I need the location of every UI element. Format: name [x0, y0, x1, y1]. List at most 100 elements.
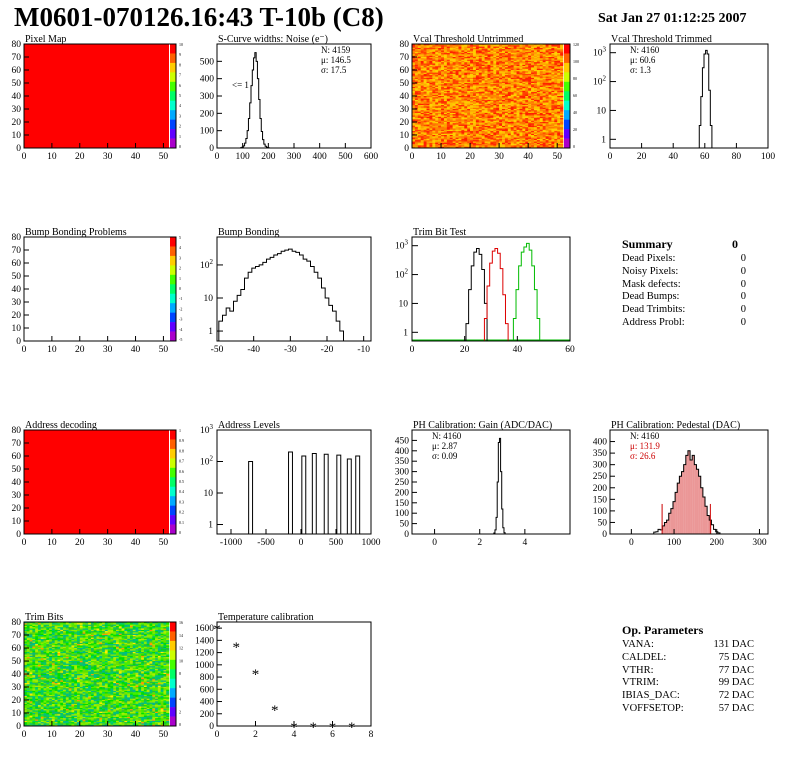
heatmap-cell: [539, 94, 543, 97]
heatmap-cell: [438, 68, 442, 71]
heatmap-cell: [472, 131, 477, 133]
heatmap-cell: [467, 110, 471, 112]
heatmap-cell: [513, 118, 517, 120]
heatmap-cell: [470, 92, 474, 94]
heatmap-cell: [472, 119, 477, 121]
heatmap-cell: [539, 47, 543, 50]
heatmap-cell: [113, 625, 117, 628]
heatmap-cell: [539, 58, 543, 60]
heatmap-cell: [504, 96, 509, 98]
heatmap-cell: [438, 71, 442, 73]
heatmap-cell: [461, 122, 465, 124]
heatmap-cell: [484, 109, 488, 111]
heatmap-cell: [516, 83, 520, 85]
heatmap-cell: [533, 84, 538, 86]
heatmap-cell: [496, 79, 500, 81]
heatmap-cell: [525, 57, 529, 59]
heatmap-cell: [458, 133, 462, 136]
heatmap-cell: [132, 622, 136, 624]
heatmap-cell: [441, 46, 445, 49]
heatmap-cell: [420, 136, 424, 138]
heatmap-cell: [40, 631, 44, 633]
heatmap-cell: [525, 80, 529, 82]
heatmap-cell: [536, 140, 541, 142]
heatmap-cell: [429, 51, 433, 54]
heatmap-cell: [533, 109, 538, 111]
heatmap-cell: [43, 625, 47, 628]
heatmap-cell: [475, 49, 480, 51]
heatmap-cell: [455, 123, 459, 125]
heatmap-cell: [426, 45, 430, 47]
heatmap-cell: [525, 145, 529, 147]
heatmap-cell: [499, 59, 503, 62]
heatmap-cell: [90, 629, 95, 632]
heatmap-cell: [464, 110, 468, 112]
heatmap-cell: [548, 103, 552, 106]
y-tick-label: 50: [12, 79, 22, 89]
heatmap-cell: [560, 101, 564, 103]
heatmap-cell: [435, 75, 439, 77]
heatmap-cell: [499, 90, 503, 93]
heatmap-cell: [554, 112, 558, 115]
heatmap-cell: [531, 96, 535, 98]
heatmap-cell: [522, 109, 526, 111]
heatmap-cell: [533, 81, 538, 84]
heatmap-cell: [493, 99, 497, 102]
heatmap-cell: [26, 628, 30, 631]
heatmap-cell: [560, 44, 564, 46]
heatmap-cell: [470, 145, 474, 147]
heatmap-cell: [551, 102, 555, 105]
heatmap-cell: [551, 71, 555, 73]
heatmap-cell: [420, 107, 424, 110]
heatmap-cell: [528, 129, 532, 132]
heatmap-cell: [475, 50, 480, 53]
heatmap-cell: [513, 80, 517, 82]
heatmap-cell: [449, 45, 453, 47]
heatmap-cell: [551, 77, 555, 80]
heatmap-cell: [510, 127, 514, 129]
heatmap-cell: [554, 72, 558, 75]
x-tick-label: 20: [75, 152, 85, 162]
heatmap-cell: [493, 89, 497, 92]
plot-frame: [23, 236, 177, 342]
heatmap-cell: [446, 107, 451, 110]
heatmap-cell: [528, 145, 532, 147]
heatmap-cell: [557, 101, 561, 103]
heatmap-cell: [470, 83, 474, 85]
heatmap-cell: [513, 57, 517, 59]
heatmap-cell: [446, 101, 451, 103]
heatmap-cell: [441, 136, 445, 138]
heatmap-cell: [446, 94, 451, 97]
heatmap-cell: [557, 77, 561, 80]
heatmap-cell: [557, 55, 561, 58]
heatmap-cell: [414, 112, 419, 115]
heatmap-cell: [467, 59, 471, 62]
heatmap-cell: [157, 625, 161, 628]
heatmap-cell: [519, 63, 523, 66]
heatmap-cell: [502, 99, 506, 102]
heatmap-cell: [493, 60, 497, 63]
heatmap-cell: [149, 622, 153, 624]
heatmap-cell: [519, 64, 523, 67]
heatmap-cell: [516, 51, 520, 54]
heatmap-cell: [420, 77, 424, 80]
heatmap-cell: [519, 70, 523, 72]
heatmap-cell: [542, 80, 546, 82]
heatmap-cell: [478, 140, 482, 142]
heatmap-cell: [548, 127, 552, 129]
heatmap-cell: [435, 128, 439, 131]
heatmap-cell: [481, 68, 485, 71]
heatmap-cell: [531, 73, 535, 76]
heatmap-cell: [412, 124, 416, 127]
heatmap-cell: [484, 145, 488, 147]
y-tick-label: 20: [12, 504, 22, 514]
heatmap-cell: [513, 92, 517, 94]
heatmap-cell: [467, 76, 471, 79]
heatmap-cell: [423, 63, 427, 66]
heatmap-cell: [542, 140, 546, 142]
heatmap-cell: [414, 119, 419, 121]
y-tick-label: 60: [12, 452, 22, 462]
heatmap-cell: [554, 124, 558, 127]
heatmap-cell: [426, 119, 430, 121]
heatmap-cell: [551, 98, 555, 101]
